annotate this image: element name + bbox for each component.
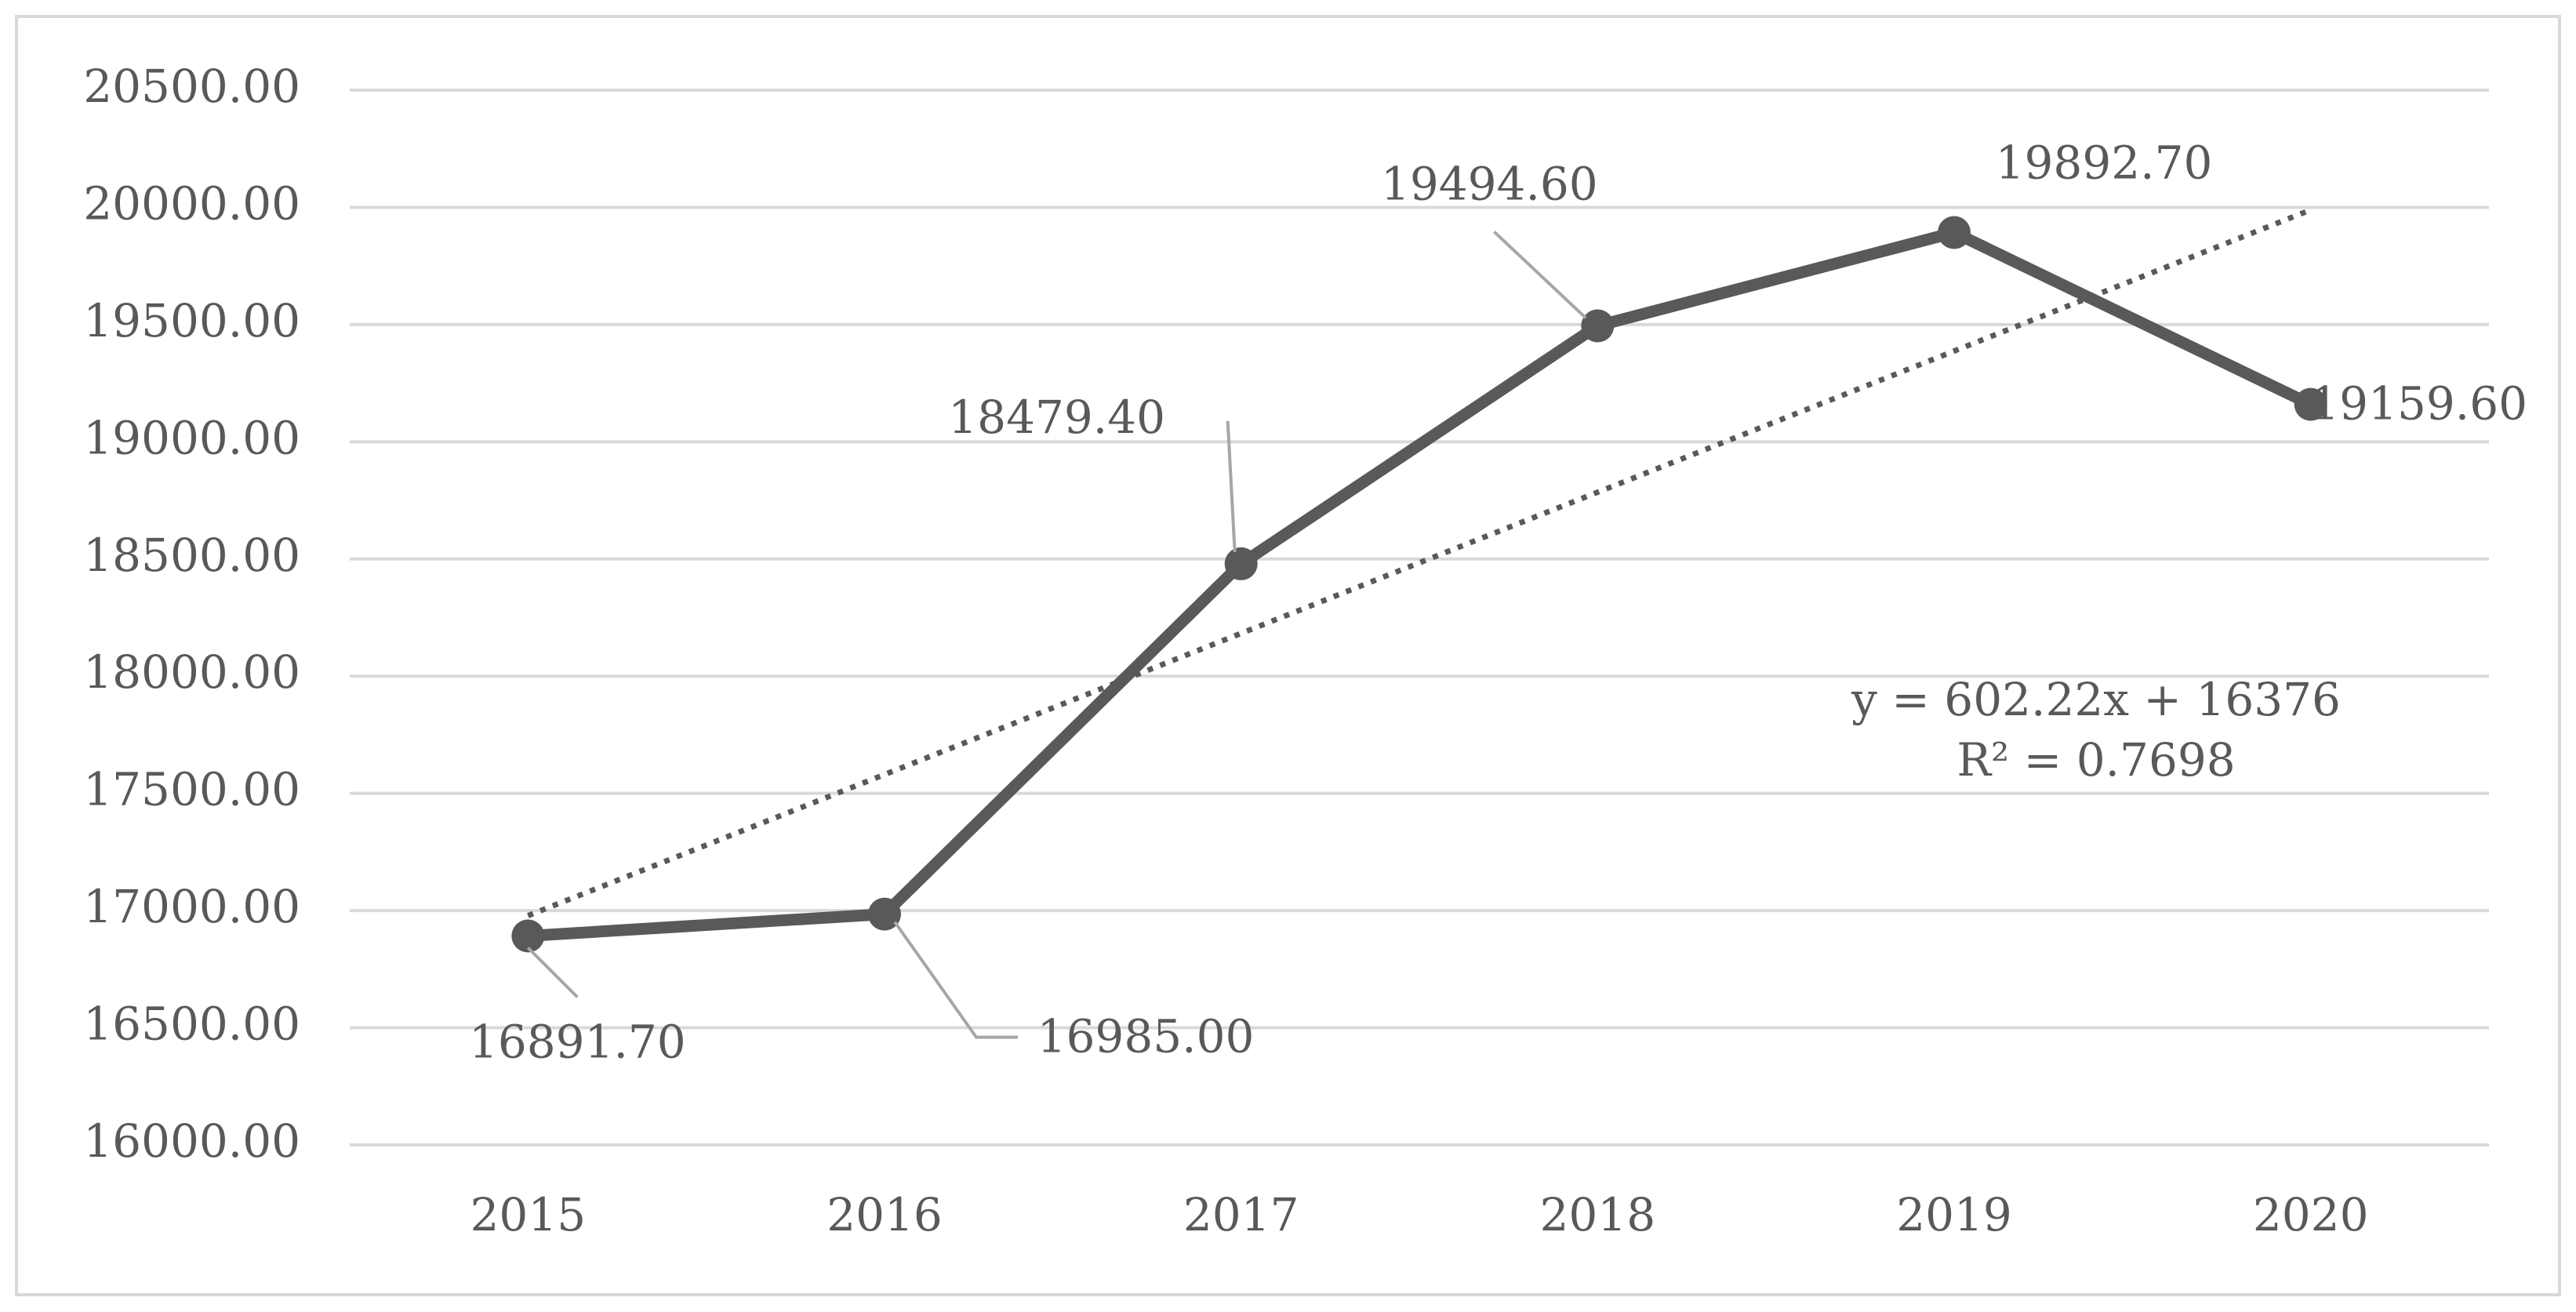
y-tick-label: 17500.00 (83, 763, 300, 816)
leader-line (1492, 231, 1587, 319)
marker (511, 919, 545, 953)
marker (1224, 547, 1258, 580)
data-label: 18479.40 (948, 391, 1165, 444)
y-tick-label: 20500.00 (83, 60, 300, 113)
data-label: 16891.70 (469, 1015, 686, 1068)
marker (1581, 309, 1615, 343)
data-label: 19892.70 (1996, 136, 2213, 190)
marker (1938, 216, 1971, 249)
leader-line (1226, 420, 1237, 553)
y-tick-label: 19000.00 (83, 411, 300, 464)
leader-line (526, 947, 579, 998)
trend-equation: y = 602.22x + 16376 (1851, 673, 2341, 726)
chart-border (15, 15, 2561, 1296)
y-tick-label: 18000.00 (83, 645, 300, 699)
x-tick-label: 2017 (1183, 1188, 1299, 1241)
leader-line (893, 921, 1018, 1039)
data-label: 19494.60 (1381, 158, 1598, 211)
data-label: 16985.00 (1037, 1010, 1255, 1063)
y-tick-label: 16000.00 (83, 1114, 300, 1168)
y-tick-label: 18500.00 (83, 529, 300, 582)
x-tick-label: 2015 (471, 1188, 587, 1241)
x-tick-label: 2016 (827, 1188, 943, 1241)
data-line (527, 227, 2313, 942)
y-tick-label: 17000.00 (83, 880, 300, 933)
x-tick-label: 2019 (1896, 1188, 2012, 1241)
marker (868, 897, 901, 931)
y-tick-label: 19500.00 (83, 294, 300, 347)
y-tick-label: 16500.00 (83, 998, 300, 1051)
x-tick-label: 2020 (2253, 1188, 2369, 1241)
y-tick-label: 20000.00 (83, 176, 300, 230)
marker (2294, 387, 2327, 421)
data-label: 19159.60 (2310, 377, 2527, 431)
trend-r-squared: R² = 0.7698 (1957, 733, 2235, 787)
x-tick-label: 2018 (1540, 1188, 1656, 1241)
